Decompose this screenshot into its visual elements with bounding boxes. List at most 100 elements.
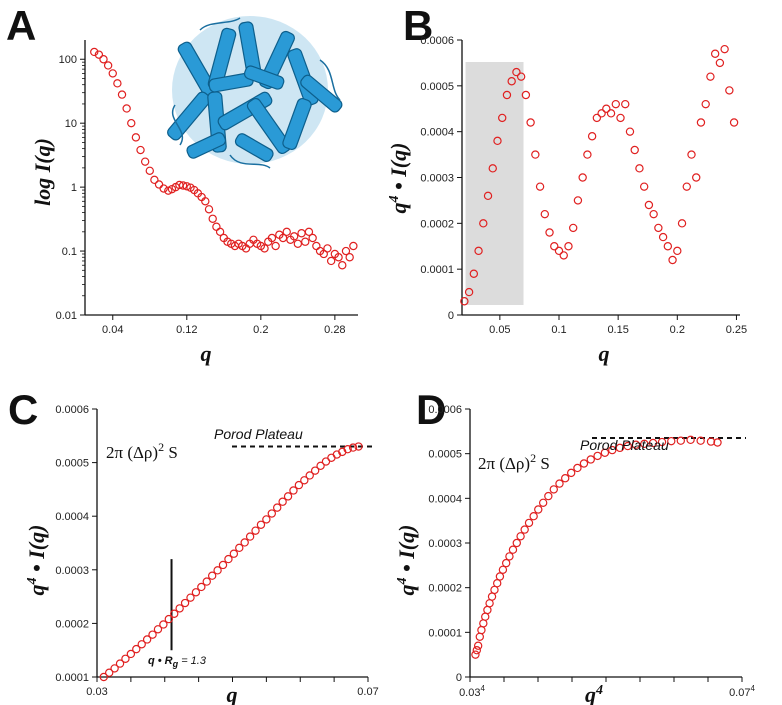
panel-c: C 0.00010.00020.00030.00040.00050.00060.…	[8, 386, 379, 705]
panel-b-ylabel: q4 • I(q)	[386, 143, 411, 214]
panel-a-ytick-label: 0.1	[62, 246, 77, 258]
panel-d-data-point	[505, 552, 514, 561]
panel-d-data-point	[472, 646, 481, 655]
panel-a-xtick-label: 0.12	[176, 324, 197, 336]
panel-a-data-point	[267, 233, 277, 243]
panel-b-data-point	[474, 246, 483, 256]
panel-a-data-point	[140, 157, 150, 166]
panel-a-data-point	[201, 197, 210, 206]
panel-c-data-point	[132, 644, 141, 654]
panel-d-data-point	[538, 498, 548, 507]
panel-d-data-point	[477, 625, 486, 635]
panel-a-data-point	[208, 214, 217, 223]
panel-c-data-point	[121, 654, 130, 663]
panel-b-data-point	[545, 228, 554, 237]
panel-b-ytick-label: 0	[448, 310, 454, 322]
panel-b-data-point	[573, 196, 583, 205]
panel-d: D 00.00010.00020.00030.00040.00050.0006 …	[394, 386, 755, 705]
panel-d-data-point	[501, 558, 511, 568]
panel-d-data-point	[593, 451, 602, 461]
panel-b-data-point	[616, 113, 625, 123]
panel-a-data-point	[297, 229, 306, 238]
panel-c-plateau-label: Porod Plateau	[214, 426, 303, 442]
panel-b-data-point	[692, 173, 701, 182]
panel-c-data-point	[224, 554, 233, 564]
panel-b-data-point	[493, 136, 502, 146]
panel-d-ytick-label: 0.0001	[428, 627, 462, 639]
panel-b-data-point	[479, 219, 488, 228]
panel-d-data-point	[600, 448, 610, 457]
panel-c-data-point	[327, 453, 336, 462]
panel-c-data-point	[245, 532, 255, 541]
panel-a-data-point	[323, 244, 332, 253]
panel-a-xtick-label: 0.28	[324, 324, 345, 336]
panel-b-data-point	[592, 113, 602, 123]
panel-d-data-point	[686, 435, 695, 445]
panel-a-data-point	[204, 205, 214, 214]
panel-b-data-point	[635, 164, 644, 173]
panel-a-ytick-label: 1	[71, 182, 77, 194]
panel-a-data-point	[117, 90, 127, 99]
panel-d-data-point	[586, 455, 595, 464]
panel-c-ytick-label: 0.0003	[55, 565, 89, 577]
panel-a-data-point	[308, 233, 317, 243]
panel-c-data-point	[159, 620, 168, 629]
panel-c-data-point	[251, 526, 260, 535]
panel-b-data-point	[464, 287, 474, 297]
panel-b-data-point	[687, 150, 696, 159]
panel-d-ytick-label: 0	[456, 672, 462, 684]
panel-d-xtick-left: 0.034	[459, 684, 485, 699]
panel-a-data-point	[94, 50, 104, 59]
panel-b-data-point	[587, 132, 597, 141]
panel-b-data-point	[488, 164, 497, 173]
panel-d-data-point	[475, 632, 484, 642]
panel-a-ytick-label: 0.01	[56, 310, 77, 322]
panel-b-data-point	[507, 77, 516, 86]
panel-c-data-point	[300, 476, 309, 485]
panel-b-data-point	[682, 182, 691, 191]
panel-b-xtick-label: 0.15	[607, 324, 628, 336]
panel-c-data-point	[207, 571, 217, 580]
panel-b-data-point	[611, 99, 620, 109]
panel-a-data-point	[293, 239, 303, 248]
panel-c-data-point	[294, 480, 304, 490]
panel-c-data-point	[240, 538, 249, 547]
panel-d-data-point	[623, 441, 632, 451]
panel-a-data-point	[145, 166, 154, 176]
panel-c-letter: C	[8, 386, 38, 433]
panel-c-data-point	[148, 630, 157, 639]
panel-a-data-point	[178, 181, 188, 190]
panel-d-xlabel: q4	[585, 682, 603, 705]
panel-b-data-point	[602, 104, 611, 113]
panel-b: B 00.00010.00020.00030.00040.00050.00060…	[386, 2, 747, 366]
panel-b-data-point	[673, 246, 682, 256]
panel-b-xtick-label: 0.1	[551, 324, 566, 336]
panel-d-plateau-label: Porod Plateau	[580, 437, 669, 453]
panel-a-data-point	[349, 241, 358, 251]
panel-c-data-point	[229, 549, 239, 558]
panel-b-data-point	[569, 223, 578, 233]
panel-b-data-point	[531, 150, 540, 159]
panel-a-data-point	[334, 253, 343, 262]
panel-c-data-point	[316, 461, 325, 471]
panel-a-data-point	[150, 175, 159, 185]
panel-d-data-point	[566, 468, 576, 478]
panel-c-xtick-label: 0.07	[357, 686, 378, 698]
panel-b-data-point	[725, 86, 734, 95]
panel-b-data-point	[516, 72, 526, 81]
panel-d-ytick-label: 0.0005	[428, 449, 462, 461]
panel-b-data-point	[677, 219, 687, 228]
panel-d-data-point	[520, 525, 529, 534]
panel-c-ytick-label: 0.0002	[55, 618, 89, 630]
panel-a-data-point	[103, 61, 113, 70]
panel-b-ytick-label: 0.0002	[420, 218, 454, 230]
panel-d-data-point	[555, 479, 564, 488]
panel-c-data-point	[164, 614, 174, 624]
panel-a-data-point	[271, 241, 280, 251]
panel-d-data-point	[667, 436, 676, 446]
panel-c-xlabel: q	[227, 682, 238, 705]
panel-a-ytick-label: 100	[59, 54, 77, 66]
panel-b-ytick-label: 0.0004	[420, 127, 454, 139]
panel-a-protein-inset	[167, 16, 343, 169]
panel-a-data-point	[182, 182, 191, 191]
